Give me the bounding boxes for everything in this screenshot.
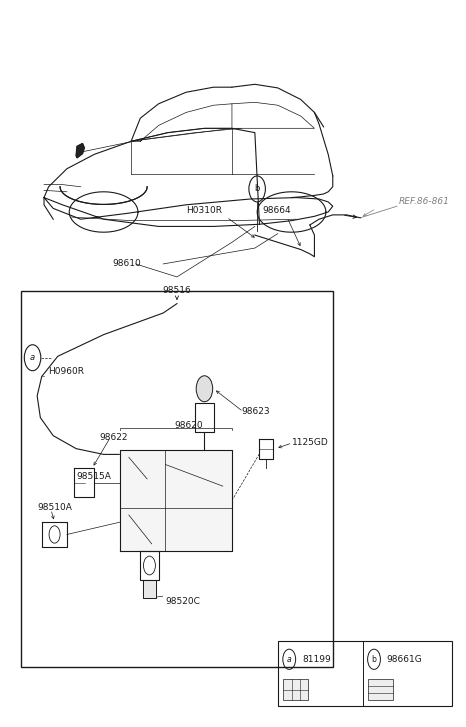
Text: 1125GD: 1125GD xyxy=(292,438,328,447)
Text: 98520C: 98520C xyxy=(165,597,200,606)
Bar xyxy=(21,292,333,667)
Text: 98610: 98610 xyxy=(113,260,142,268)
Text: 98510A: 98510A xyxy=(37,503,72,513)
Bar xyxy=(283,679,308,700)
Text: b: b xyxy=(371,655,377,664)
Polygon shape xyxy=(76,143,84,158)
Text: 98664: 98664 xyxy=(262,206,291,215)
Text: 81199: 81199 xyxy=(302,655,331,664)
Text: H0310R: H0310R xyxy=(186,206,222,215)
Text: H0960R: H0960R xyxy=(48,367,85,376)
Text: REF.86-861: REF.86-861 xyxy=(399,198,450,206)
Text: a: a xyxy=(30,353,35,362)
Text: 98515A: 98515A xyxy=(76,472,111,481)
Bar xyxy=(368,679,393,700)
Text: 98622: 98622 xyxy=(99,433,128,441)
Text: 98661G: 98661G xyxy=(387,655,423,664)
Polygon shape xyxy=(120,450,232,551)
Bar xyxy=(278,641,452,706)
Circle shape xyxy=(196,376,212,402)
Polygon shape xyxy=(143,580,156,598)
Text: a: a xyxy=(287,655,292,664)
Text: 98620: 98620 xyxy=(175,421,203,430)
Text: b: b xyxy=(254,185,260,193)
Text: 98516: 98516 xyxy=(163,286,192,295)
Text: 98623: 98623 xyxy=(241,407,270,417)
